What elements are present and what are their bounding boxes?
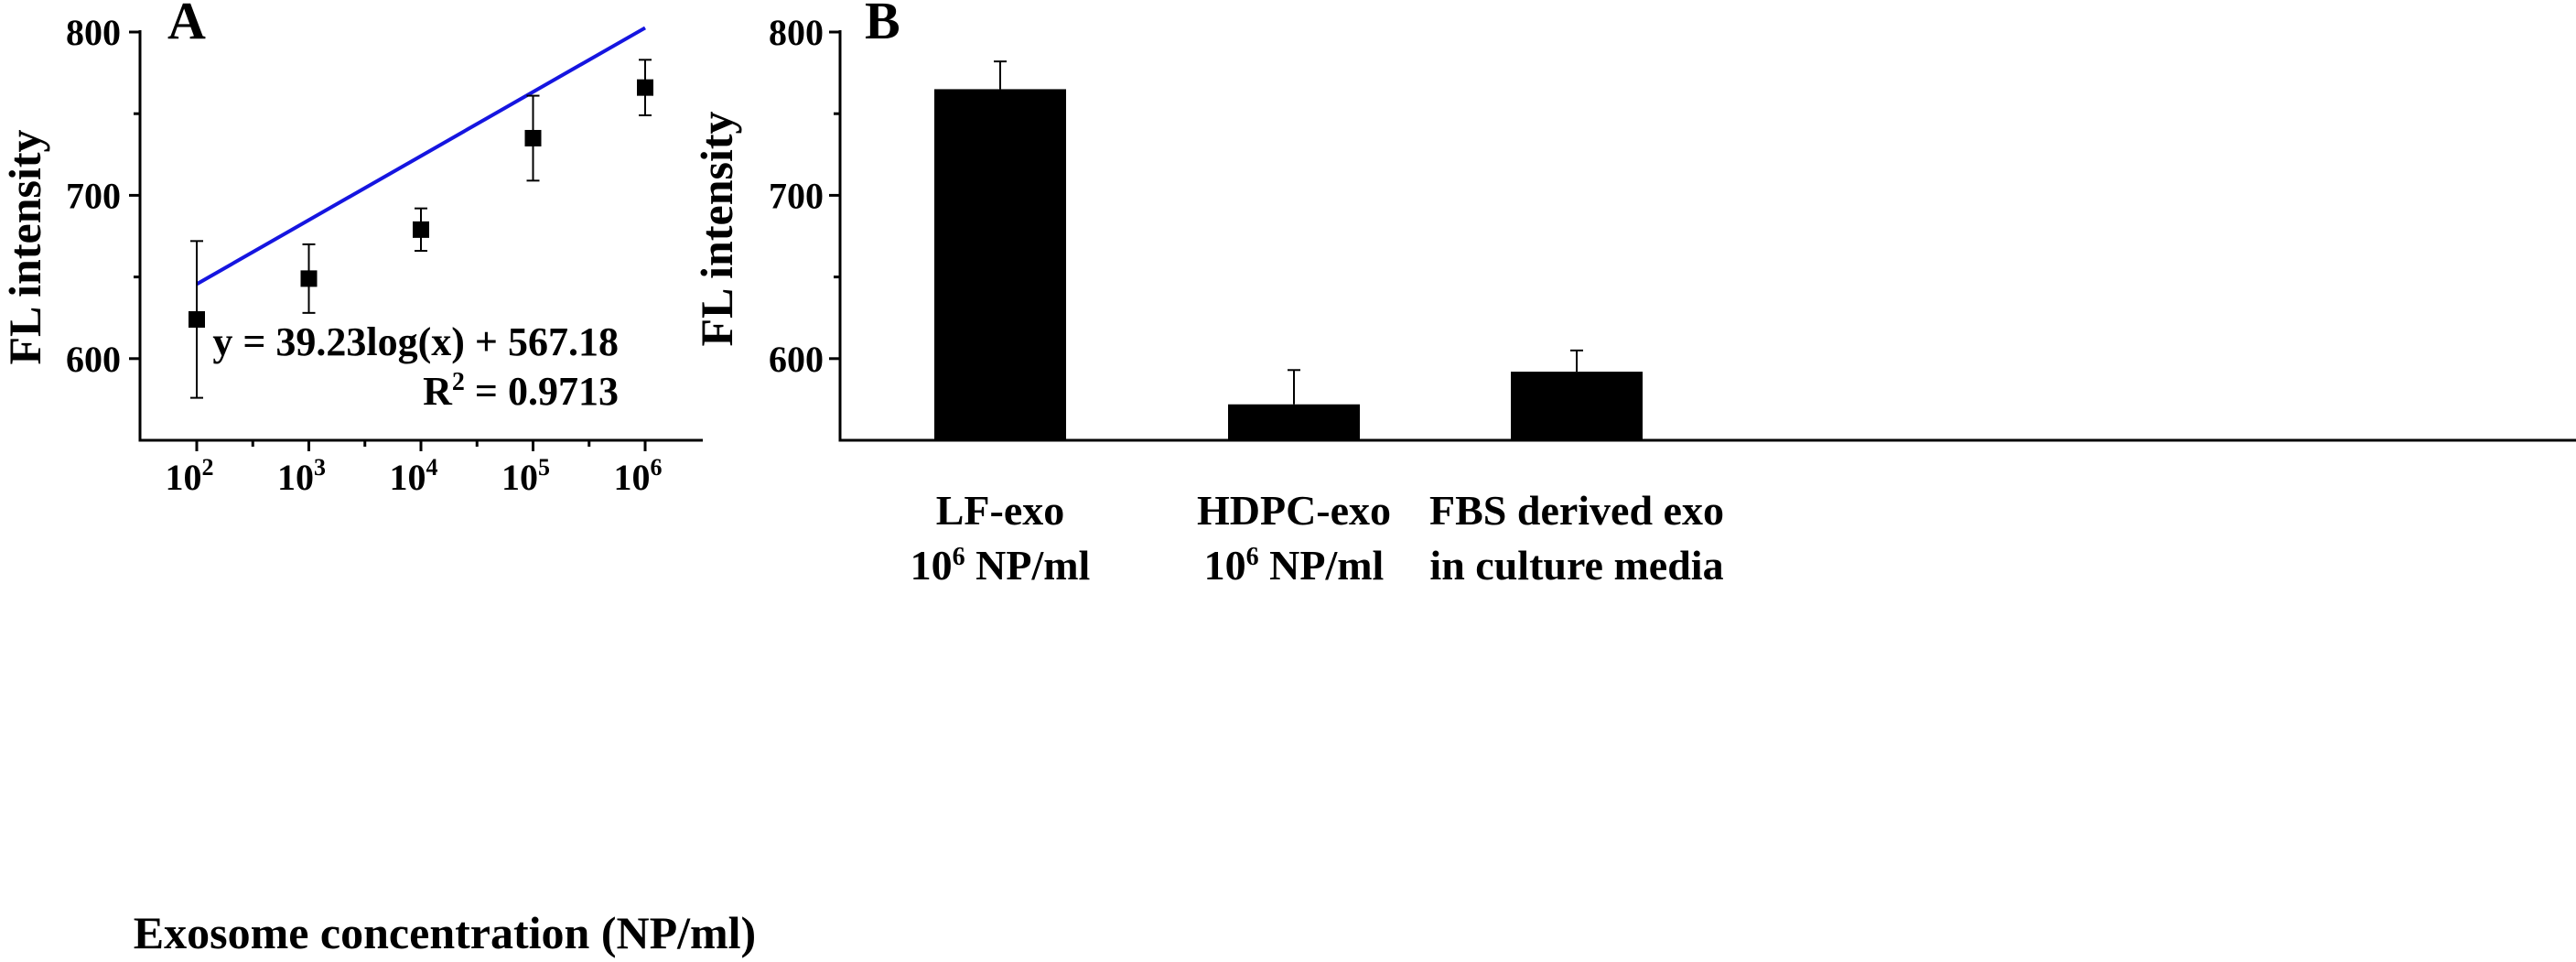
panel-a-data-point [300, 270, 318, 287]
panel-a-equation: y = 39.23log(x) + 567.18 [212, 319, 619, 364]
panel-a-y-tick-label: 800 [66, 12, 121, 53]
panel-a-x-tick-label: 102 [166, 454, 214, 498]
panel-b-category-label: FBS derived exo [1429, 487, 1724, 534]
panel-a: A Exosome concentration (NP/ml) FL inten… [0, 0, 756, 958]
panel-a-y-axis-title: FL intensity [0, 130, 50, 365]
panel-a-data-point [637, 79, 653, 96]
panel-a-fit-line [196, 26, 646, 286]
panel-b-category-sublabel: 106 NP/ml [911, 542, 1091, 589]
panel-b-category-label: HDPC-exo [1197, 487, 1391, 534]
panel-b-y-tick-label: 800 [769, 12, 824, 53]
panel-a-letter: A [167, 0, 206, 50]
panel-a-x-tick-label: 104 [390, 454, 438, 498]
panel-a-r-squared: R2 = 0.9713 [423, 368, 619, 414]
panel-a-data-point [189, 310, 205, 328]
panel-b-y-tick-label: 600 [769, 339, 824, 380]
panel-a-y-tick-label: 600 [66, 339, 121, 380]
panel-a-y-tick-label: 700 [66, 175, 121, 216]
panel-a-data-point [524, 129, 542, 146]
panel-b: B FL intensity 600 700 800 LF-exo 106 NP/ml… [691, 0, 2576, 589]
panel-b-category-sublabel: 106 NP/ml [1204, 542, 1385, 589]
panel-b-bar [1511, 372, 1643, 440]
panel-b-category-label: LF-exo [936, 487, 1065, 534]
panel-a-data-point [413, 221, 429, 238]
panel-a-x-axis-title: Exosome concentration (NP/ml) [134, 907, 756, 958]
panel-b-y-axis-title: FL intensity [691, 112, 742, 347]
panel-b-bar [1228, 404, 1360, 440]
panel-b-y-tick-label: 700 [769, 175, 824, 216]
panel-a-x-tick-label: 105 [501, 454, 550, 498]
panel-a-x-tick-label: 106 [614, 454, 663, 498]
panel-b-category-sublabel: in culture media [1429, 542, 1723, 589]
panel-b-bar [934, 89, 1066, 440]
panel-b-letter: B [865, 0, 900, 50]
panel-a-x-tick-label: 103 [277, 454, 326, 498]
